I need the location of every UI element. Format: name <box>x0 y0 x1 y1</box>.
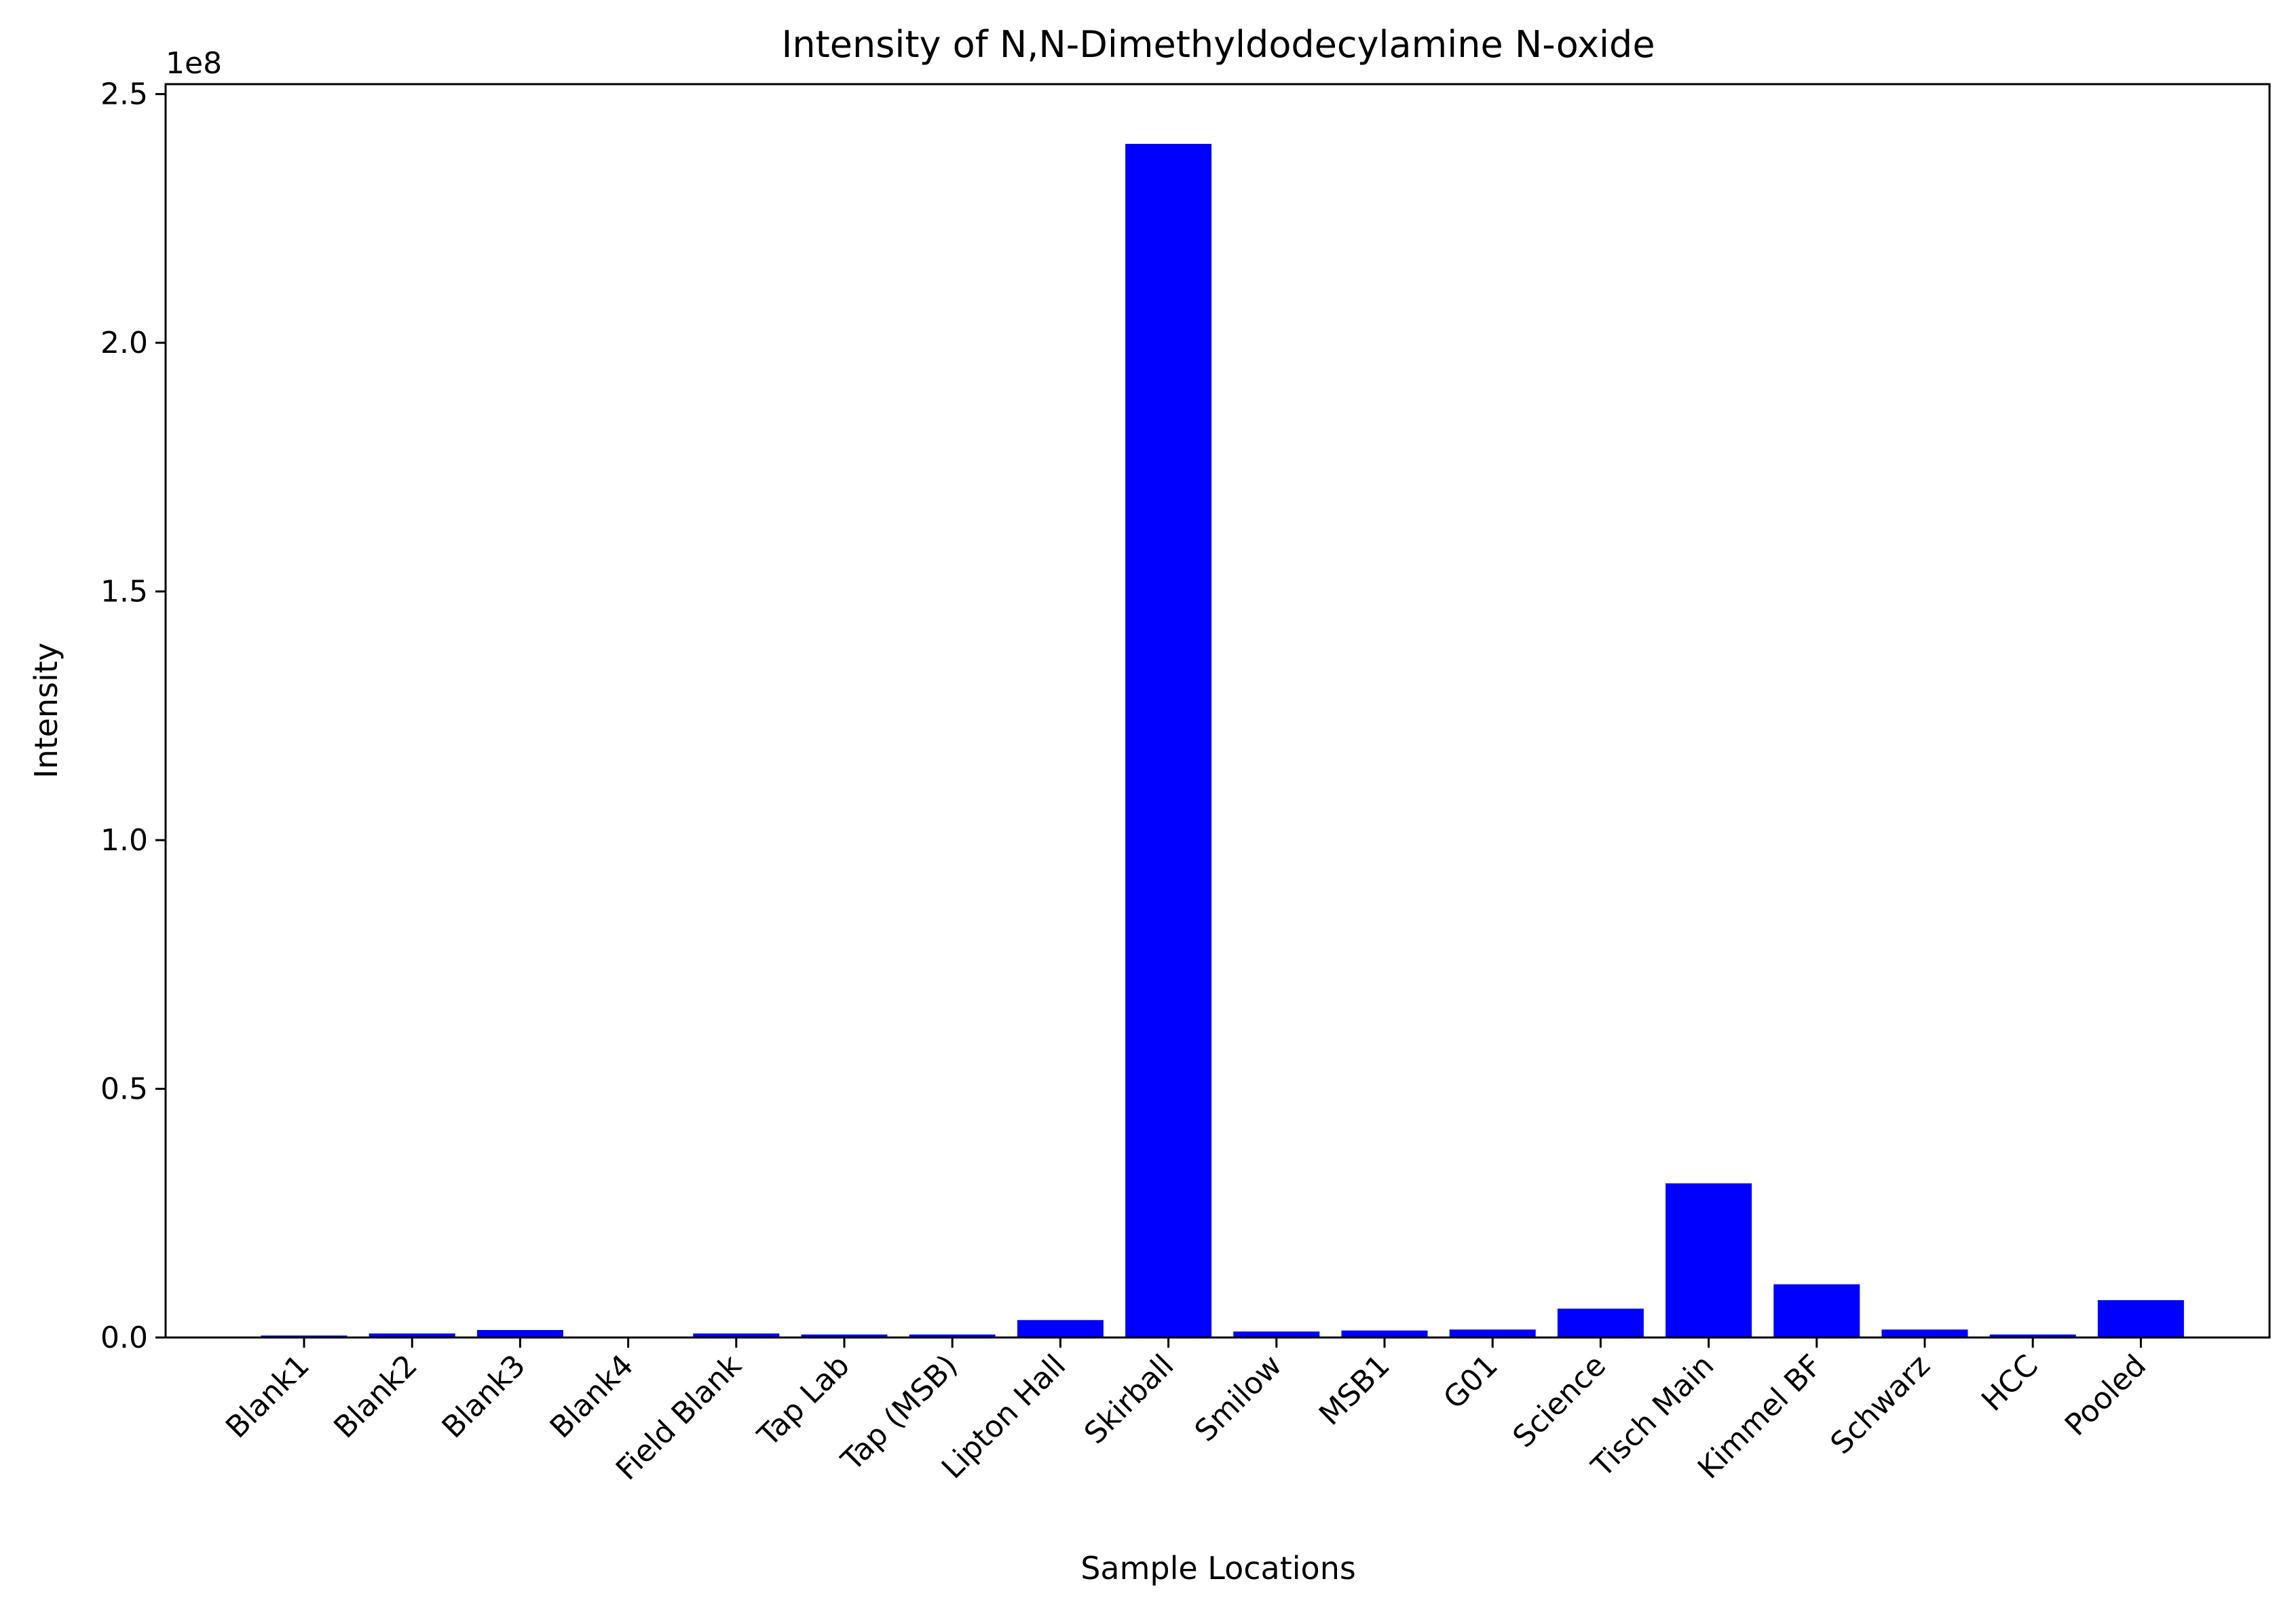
bar <box>1773 1284 1860 1337</box>
bar <box>801 1334 888 1337</box>
y-tick-label: 1.5 <box>100 575 148 609</box>
bar <box>1881 1329 1968 1337</box>
bars-group <box>261 144 2184 1337</box>
bar <box>476 1330 563 1337</box>
bar <box>1557 1308 1644 1337</box>
y-tick-label: 0.5 <box>100 1072 148 1107</box>
bar <box>1233 1331 1320 1337</box>
bar <box>1665 1183 1752 1337</box>
bar <box>909 1334 996 1337</box>
bar <box>1017 1320 1104 1337</box>
bar <box>1989 1334 2076 1337</box>
y-offset-label: 1e8 <box>166 46 222 81</box>
bar <box>1125 144 1212 1337</box>
chart-title: Intensity of N,N-Dimethyldodecylamine N-… <box>781 23 1655 66</box>
bar <box>2097 1300 2184 1337</box>
bar <box>369 1333 455 1337</box>
bar <box>1341 1330 1428 1337</box>
plot-frame <box>164 83 2271 1339</box>
bar <box>693 1333 780 1337</box>
y-tick-label: 0.0 <box>100 1321 148 1355</box>
bar <box>1449 1329 1536 1337</box>
y-ticks-group: 0.0 0.5 1.0 1.5 2.0 2.5 <box>100 77 166 1355</box>
y-tick-label: 1.0 <box>100 823 148 858</box>
y-tick-label: 2.5 <box>100 77 148 112</box>
y-tick-label: 2.0 <box>100 326 148 360</box>
y-axis-label: Intensity <box>28 643 64 778</box>
x-axis-label: Sample Locations <box>1080 1550 1356 1587</box>
